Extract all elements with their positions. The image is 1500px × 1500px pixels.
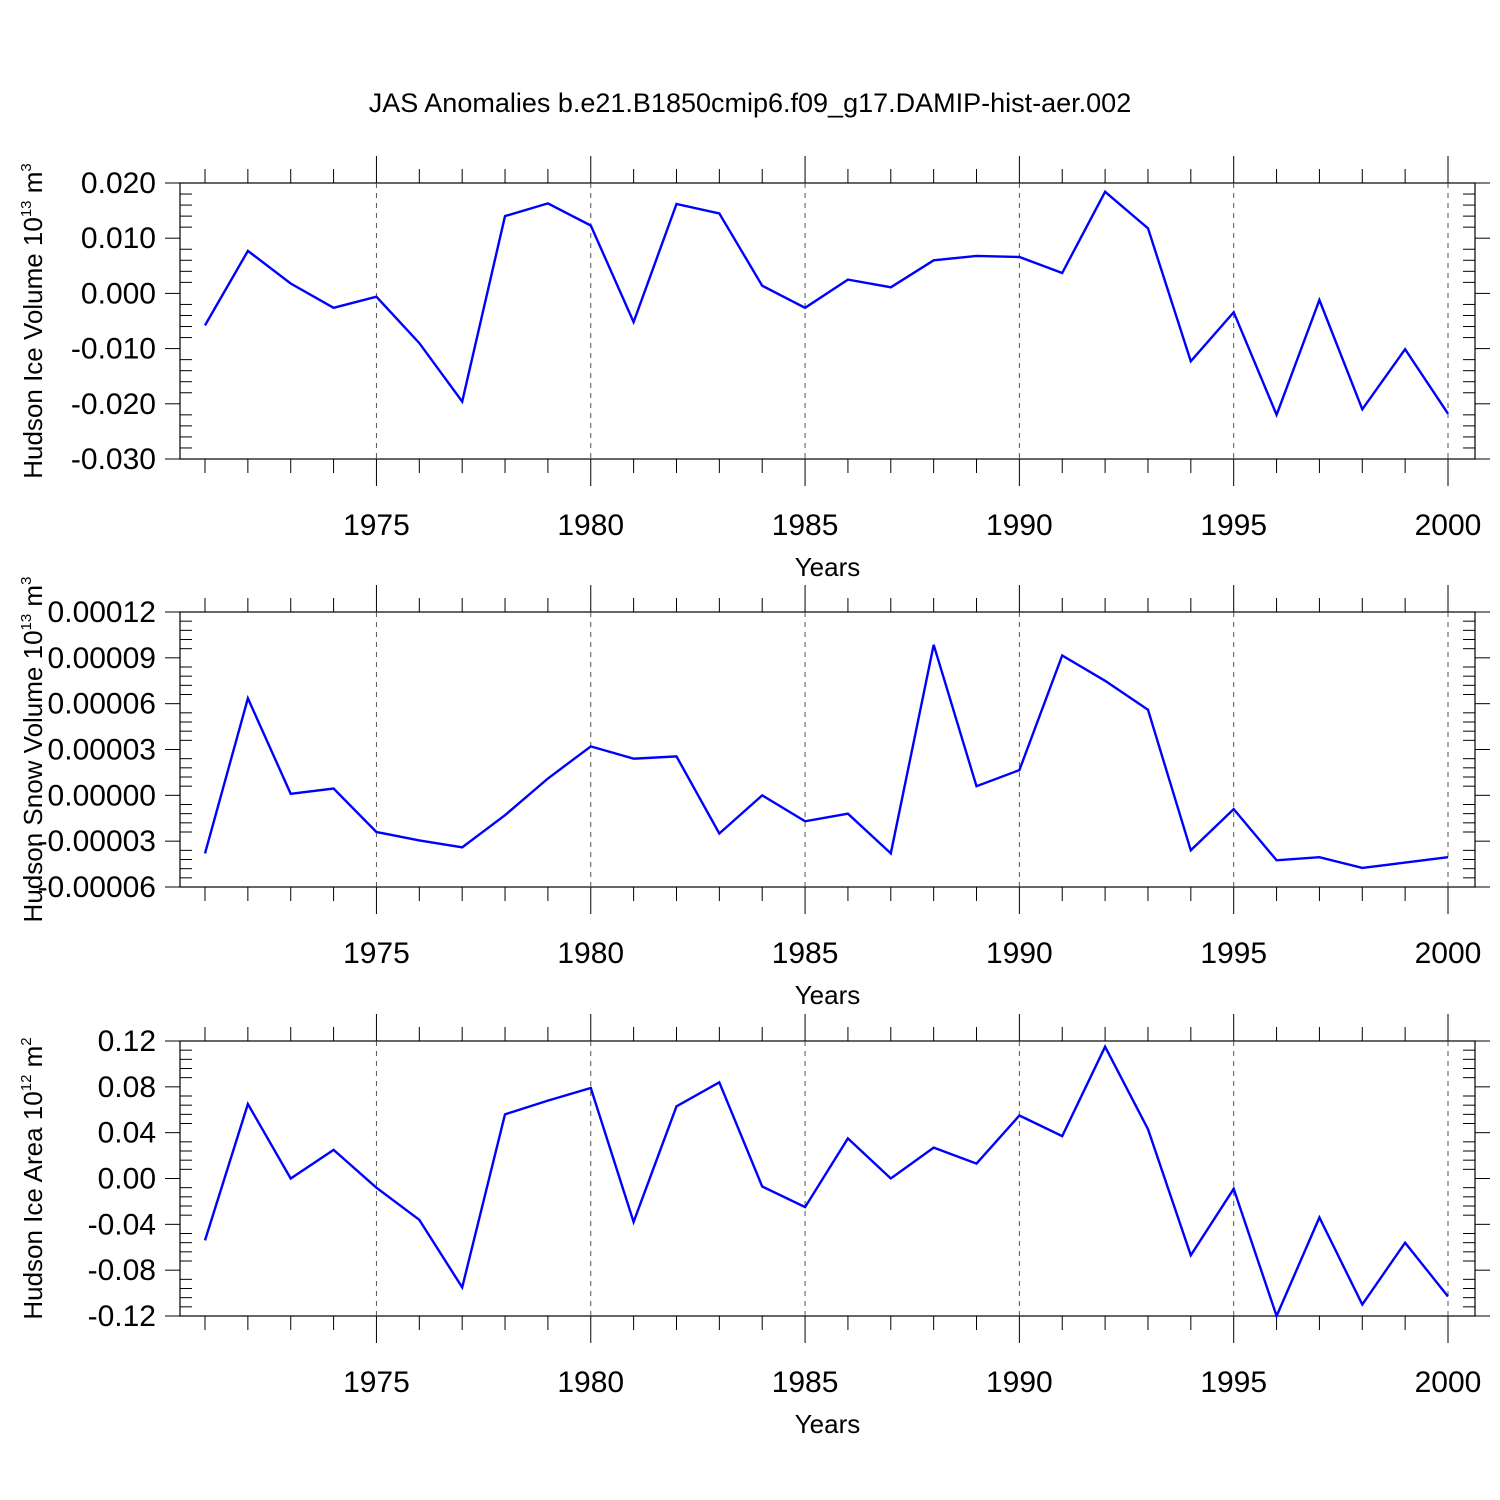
x-tick-label: 1995: [1200, 937, 1267, 970]
y-axis-label-part: Hudson Ice Area 10: [18, 1091, 48, 1319]
y-tick-label: -0.020: [71, 388, 156, 421]
y-axis-label-superscript: 13: [18, 200, 35, 217]
y-tick-label: 0.00000: [48, 779, 156, 812]
x-axis-label: Years: [795, 1409, 861, 1439]
plot-frame: [179, 1040, 1476, 1317]
x-tick-label: 1975: [343, 937, 410, 970]
x-tick-label: 1985: [772, 509, 839, 542]
x-tick-label: 1985: [772, 937, 839, 970]
y-tick-label: 0.010: [81, 222, 156, 255]
y-tick-label: 0.00003: [48, 734, 156, 767]
x-tick-label: 1990: [986, 1366, 1053, 1399]
x-tick-label: 1980: [557, 937, 624, 970]
x-tick-label: 1990: [986, 937, 1053, 970]
y-tick-label: 0.000: [81, 277, 156, 310]
y-tick-label: -0.030: [71, 443, 156, 476]
y-axis-label-part: m: [18, 172, 48, 201]
y-tick-label: -0.00006: [38, 871, 156, 904]
y-tick-label: -0.12: [88, 1300, 156, 1333]
x-tick-label: 1975: [343, 1366, 410, 1399]
chart-title: JAS Anomalies b.e21.B1850cmip6.f09_g17.D…: [369, 88, 1131, 118]
y-axis-label: Hudson Ice Area 1012 m2: [18, 1037, 48, 1319]
x-tick-label: 1995: [1200, 509, 1267, 542]
chart-panels: -0.030 -0.020 -0.010 0.000 0.010 0.020 1975 198…: [18, 156, 1490, 1439]
x-tick-label: 1995: [1200, 1366, 1267, 1399]
y-axis-label-superscript: 12: [18, 1075, 35, 1092]
plot-frame: [179, 182, 1476, 460]
plot-frame: [179, 611, 1476, 888]
series-line: [203, 1044, 1449, 1320]
y-axis-label-part: Hudson Snow Volume 10: [18, 630, 48, 922]
y-axis-label-superscript: 2: [18, 1037, 35, 1045]
series-line: [203, 189, 1449, 419]
y-tick-label: -0.00003: [38, 825, 156, 858]
y-tick-label: 0.04: [98, 1117, 156, 1150]
y-tick-label: -0.08: [88, 1254, 156, 1287]
y-axis-label-part: m: [18, 585, 48, 614]
panel-1: -0.030 -0.020 -0.010 0.000 0.010 0.020 1975 198…: [18, 156, 1490, 582]
x-tick-label: 1975: [343, 509, 410, 542]
y-axis-label-superscript: 13: [18, 614, 35, 631]
y-tick-label: 0.08: [98, 1071, 156, 1104]
x-tick-label: 2000: [1415, 937, 1482, 970]
y-axis-label-superscript: 3: [18, 163, 35, 171]
y-axis-label-part: m: [18, 1046, 48, 1075]
y-tick-label: -0.010: [71, 333, 156, 366]
y-tick-label: 0.12: [98, 1025, 156, 1058]
x-tick-label: 1990: [986, 509, 1053, 542]
x-axis-label: Years: [795, 980, 861, 1010]
y-tick-label: 0.00012: [48, 596, 156, 629]
panel-2: -0.00006 -0.00003 0.00000 0.00003 0.00006 0.0…: [18, 577, 1490, 1010]
x-tick-label: 1980: [557, 509, 624, 542]
x-axis-label: Years: [795, 552, 861, 582]
y-tick-label: -0.04: [88, 1208, 156, 1241]
y-tick-label: 0.00: [98, 1163, 156, 1196]
y-axis-label-superscript: 3: [18, 577, 35, 585]
x-tick-label: 2000: [1415, 1366, 1482, 1399]
y-axis-label: Hudson Ice Volume 1013 m3: [18, 163, 48, 479]
y-tick-label: 0.020: [81, 167, 156, 200]
x-tick-label: 2000: [1415, 509, 1482, 542]
panel-3: -0.12 -0.08 -0.04 0.00 0.04 0.08 0.12 1975 1980 1…: [18, 1014, 1490, 1439]
y-axis-label-part: Hudson Ice Volume 10: [18, 217, 48, 479]
y-tick-label: 0.00009: [48, 642, 156, 675]
series-line: [203, 644, 1449, 870]
x-tick-label: 1985: [772, 1366, 839, 1399]
y-tick-label: 0.00006: [48, 688, 156, 721]
y-axis-label: Hudson Snow Volume 1013 m3: [18, 577, 48, 923]
x-tick-label: 1980: [557, 1366, 624, 1399]
